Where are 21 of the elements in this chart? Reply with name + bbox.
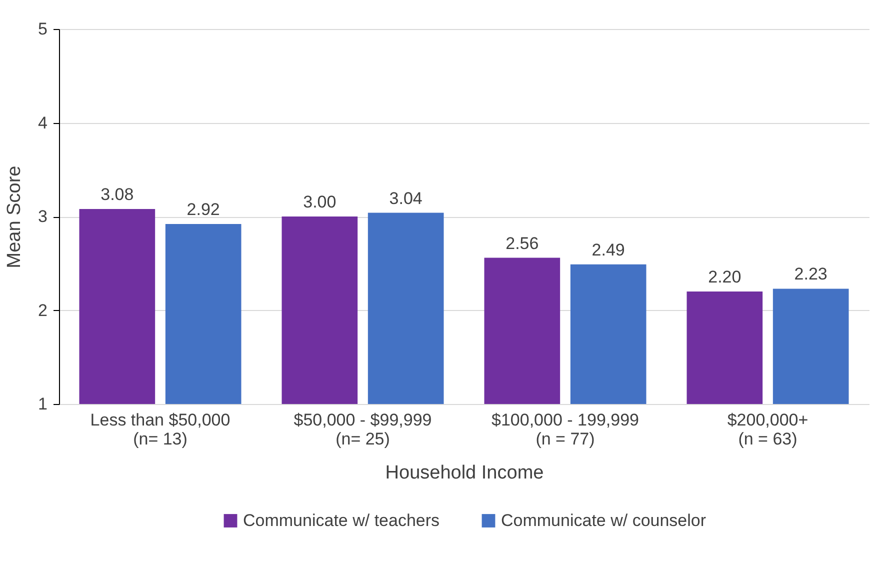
y-tick-label: 2 — [38, 300, 48, 320]
y-tick-label: 3 — [38, 207, 48, 226]
y-tick-label: 5 — [38, 20, 48, 38]
data-label: 2.20 — [708, 268, 742, 286]
legend-label: Communicate w/ counselor — [501, 510, 706, 530]
data-label: 2.23 — [794, 264, 828, 284]
data-label: 2.56 — [506, 234, 539, 253]
data-label: 2.49 — [592, 240, 625, 260]
legend-label: Communicate w/ teachers — [243, 510, 440, 530]
data-label: 2.92 — [186, 200, 220, 219]
y-tick-label: 1 — [38, 394, 48, 414]
y-tick-label: 4 — [38, 113, 48, 132]
y-axis-title: Mean Score — [4, 166, 26, 268]
data-label: 3.08 — [100, 185, 134, 204]
x-axis-title: Household Income — [385, 462, 544, 484]
x-tick-label: $200,000+ (n = 63) — [727, 410, 808, 448]
x-tick-label: Less than $50,000 (n= 13) — [90, 410, 230, 448]
data-label: 3.04 — [389, 188, 422, 208]
data-label: 3.00 — [303, 192, 336, 212]
x-tick-label: $50,000 - $99,999 (n= 25) — [294, 410, 432, 448]
x-tick-label: $100,000 - 199,999 (n = 77) — [492, 410, 639, 448]
